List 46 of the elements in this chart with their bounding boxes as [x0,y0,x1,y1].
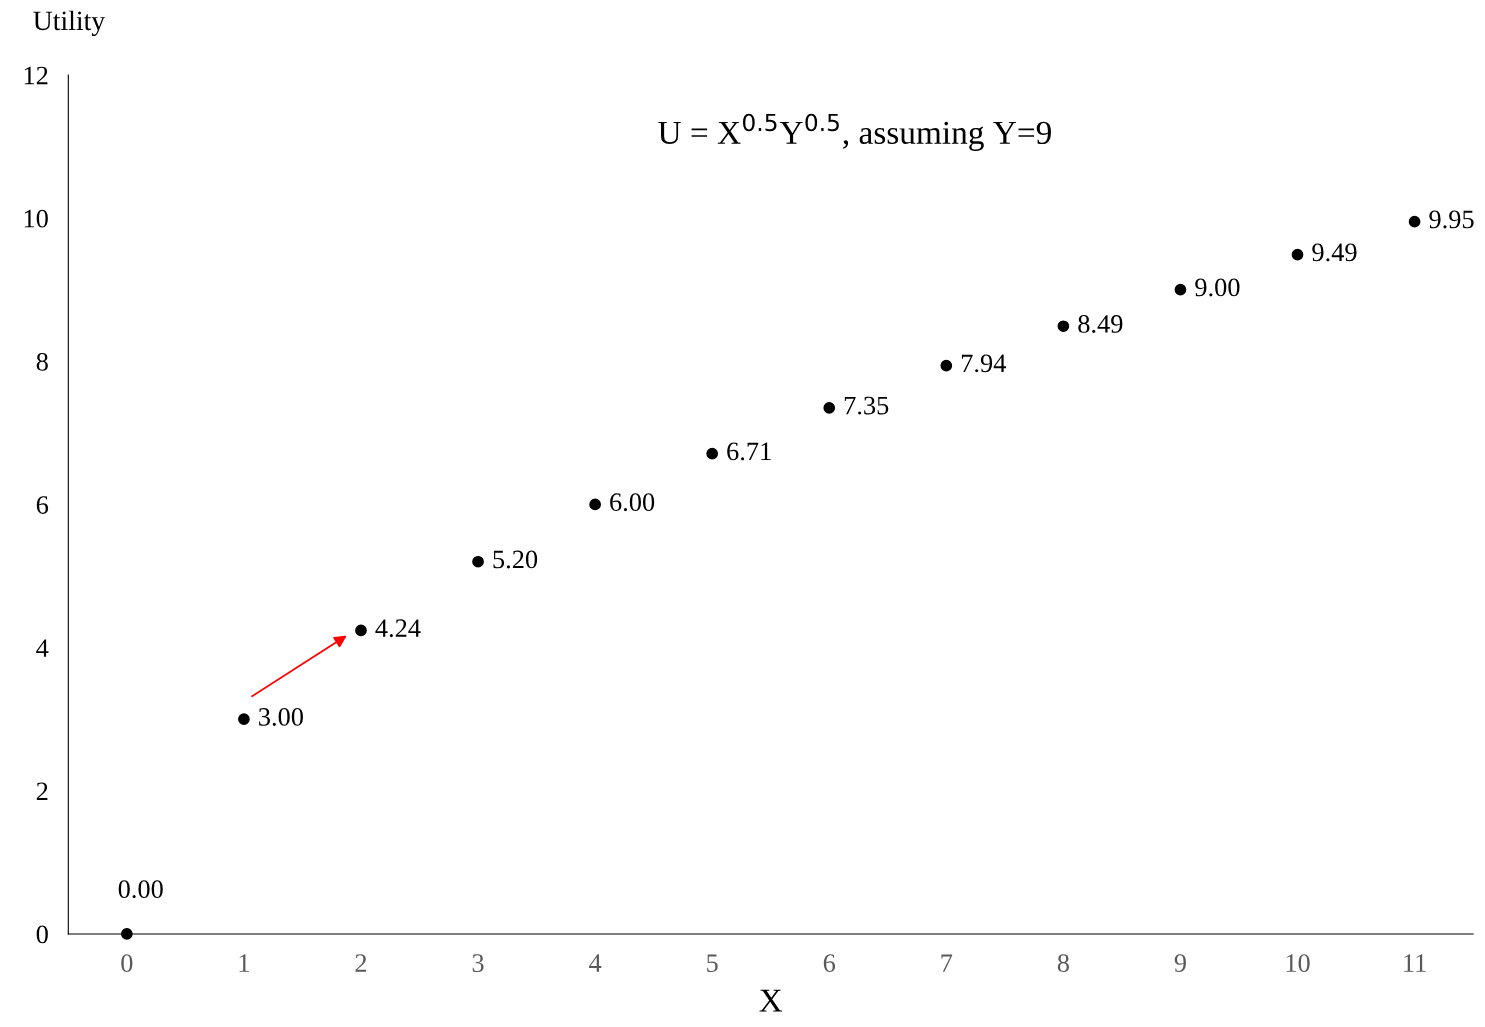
text: U = X$^{0.5}$Y$^{0.5}$, assuming Y=9 [658,113,1051,151]
x-tick-label: 9 [1174,954,1186,972]
x-tick-label: 0 [121,954,133,972]
data-label: 7.35 [844,396,889,415]
point [472,555,484,568]
data-label: 9.00 [1195,278,1240,297]
x-tick-label: 7 [941,954,953,972]
y-tick-label: 6 [36,496,49,514]
x-tick-label: 10 [1286,954,1310,972]
point [120,928,133,940]
x-tick-label: 1 [239,954,249,972]
point [355,624,367,637]
x-axis-title: X [759,989,783,1012]
data-label: 4.24 [375,619,421,638]
data-label: 9.95 [1429,210,1474,229]
y-tick-label: 12 [24,66,48,85]
y-axis-title: Utility [33,10,106,36]
data-label: 0.00 [118,880,163,899]
point [589,498,601,511]
y-tick-label: 10 [24,209,48,228]
data-label: 8.49 [1078,315,1123,333]
data-label: 3.00 [259,708,303,726]
y-tick-label: 8 [36,352,48,371]
data-label: 6.71 [727,442,771,461]
point [238,713,250,726]
point [1174,283,1187,296]
point [706,447,719,460]
data-label: 6.00 [610,493,655,512]
point [1057,320,1070,333]
y-tick-label: 0 [36,925,48,944]
data-label: 7.94 [961,354,1006,373]
y-tick-label: 4 [36,639,49,657]
x-tick-label: 4 [589,954,602,972]
x-tick-label: 6 [823,954,836,972]
point [1291,248,1304,261]
data-label: 5.20 [493,550,538,569]
point [940,359,953,372]
x-tick-label: 8 [1057,954,1069,972]
x-tick-label: 11 [1404,954,1426,972]
y-tick-label: 2 [36,782,48,800]
x-tick-label: 3 [472,954,484,972]
x-tick-label: 5 [707,954,718,972]
x-tick-label: 2 [355,954,367,972]
data-label: 9.49 [1312,243,1357,262]
point [1408,215,1421,228]
point [823,401,836,414]
